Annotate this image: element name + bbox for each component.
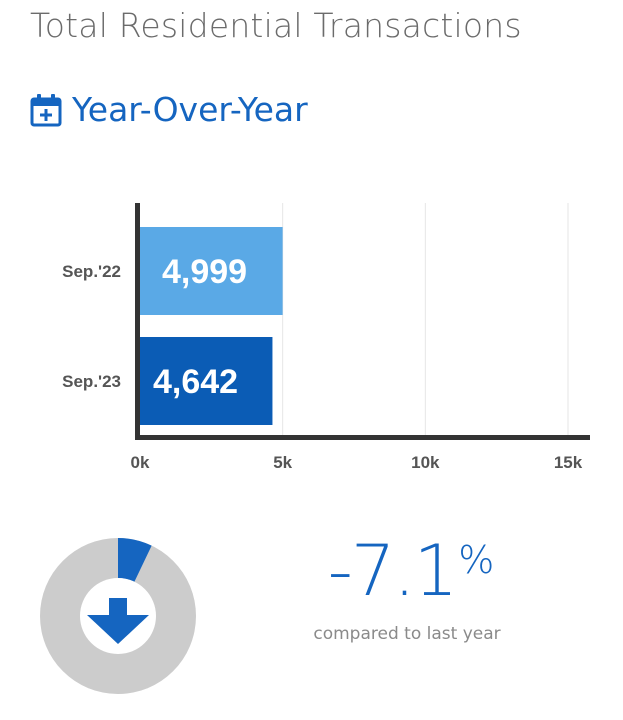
category-label: Sep.'22 <box>62 262 121 281</box>
change-number: -7.1 <box>327 530 459 612</box>
change-donut <box>40 538 196 694</box>
change-caption: compared to last year <box>313 624 501 644</box>
change-unit: % <box>458 538 494 582</box>
bar-value-label: 4,642 <box>153 363 238 401</box>
x-tick-label: 5k <box>273 453 292 472</box>
x-tick-label: 15k <box>554 453 583 472</box>
x-tick-label: 10k <box>411 453 440 472</box>
arrow-down-icon <box>87 598 149 644</box>
bar <box>140 337 273 425</box>
calendar-plus-icon <box>30 93 62 126</box>
x-axis <box>135 435 590 440</box>
y-axis <box>135 203 140 439</box>
bar <box>140 227 283 315</box>
donut-segment <box>118 538 152 582</box>
chart-title: Total Residential Transactions <box>30 6 522 45</box>
bar-chart: 4,999 Sep.'22 4,642 Sep.'23 0k 5k 10k 15k <box>62 203 590 472</box>
change-value: -7.1% <box>300 530 520 612</box>
subtitle-row: Year-Over-Year <box>30 90 308 129</box>
subtitle: Year-Over-Year <box>72 90 308 129</box>
bar-value-label: 4,999 <box>162 253 247 291</box>
category-label: Sep.'23 <box>62 372 121 391</box>
x-tick-label: 0k <box>131 453 150 472</box>
